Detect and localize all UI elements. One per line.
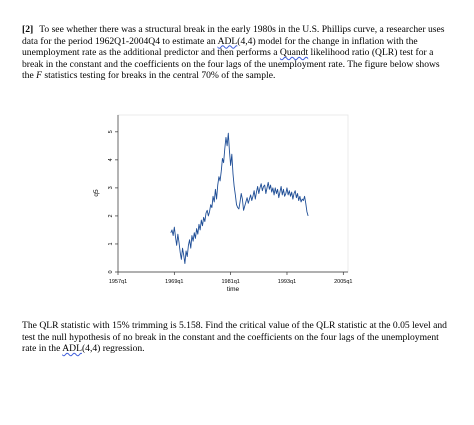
x-tick-label: 1957q1 xyxy=(109,279,127,285)
y-tick-label: 0 xyxy=(108,270,114,273)
x-axis-label: time xyxy=(227,286,240,293)
y-axis-ticks: 0 1 2 3 4 5 xyxy=(108,130,118,274)
question-text: [2] To see whether there was a structural… xyxy=(22,24,452,82)
x-tick-label: 1993q1 xyxy=(278,279,296,285)
series-line-q5 xyxy=(170,132,309,265)
question-model-tail: (4,4) model for the change in inflation … xyxy=(22,35,418,59)
f-statistic-symbol: F xyxy=(36,70,42,82)
x-axis-ticks: 1957q1 1969q1 1981q1 1993q1 2005q1 xyxy=(109,272,352,285)
question-mid: likelihood ratio (QLR) test for a break … xyxy=(22,47,440,82)
question-end: statistics testing for breaks in the cen… xyxy=(42,70,276,82)
y-tick-label: 1 xyxy=(108,242,114,245)
x-tick-label: 1981q1 xyxy=(221,279,239,285)
x-tick-label: 2005q1 xyxy=(334,279,352,285)
y-tick-label: 4 xyxy=(108,158,114,161)
followup-text: The QLR statistic with 15% trimming is 5… xyxy=(22,320,452,355)
followup-end: (4,4) regression. xyxy=(81,343,145,355)
question-number: [2] xyxy=(22,24,34,35)
followup-start: The QLR statistic with 15% trimming is 5… xyxy=(22,320,447,355)
y-tick-label: 5 xyxy=(108,130,114,133)
x-tick-label: 1969q1 xyxy=(165,279,183,285)
quandt-term: Quandt xyxy=(279,47,309,59)
question-intro: To see whether there was a structural br… xyxy=(22,24,445,47)
y-axis-label: q5 xyxy=(93,189,100,197)
y-tick-label: 2 xyxy=(108,214,114,217)
adl-term: ADL xyxy=(217,35,238,47)
y-tick-label: 3 xyxy=(108,186,114,189)
adl-term-2: ADL xyxy=(62,343,82,355)
plot-area xyxy=(117,114,349,273)
